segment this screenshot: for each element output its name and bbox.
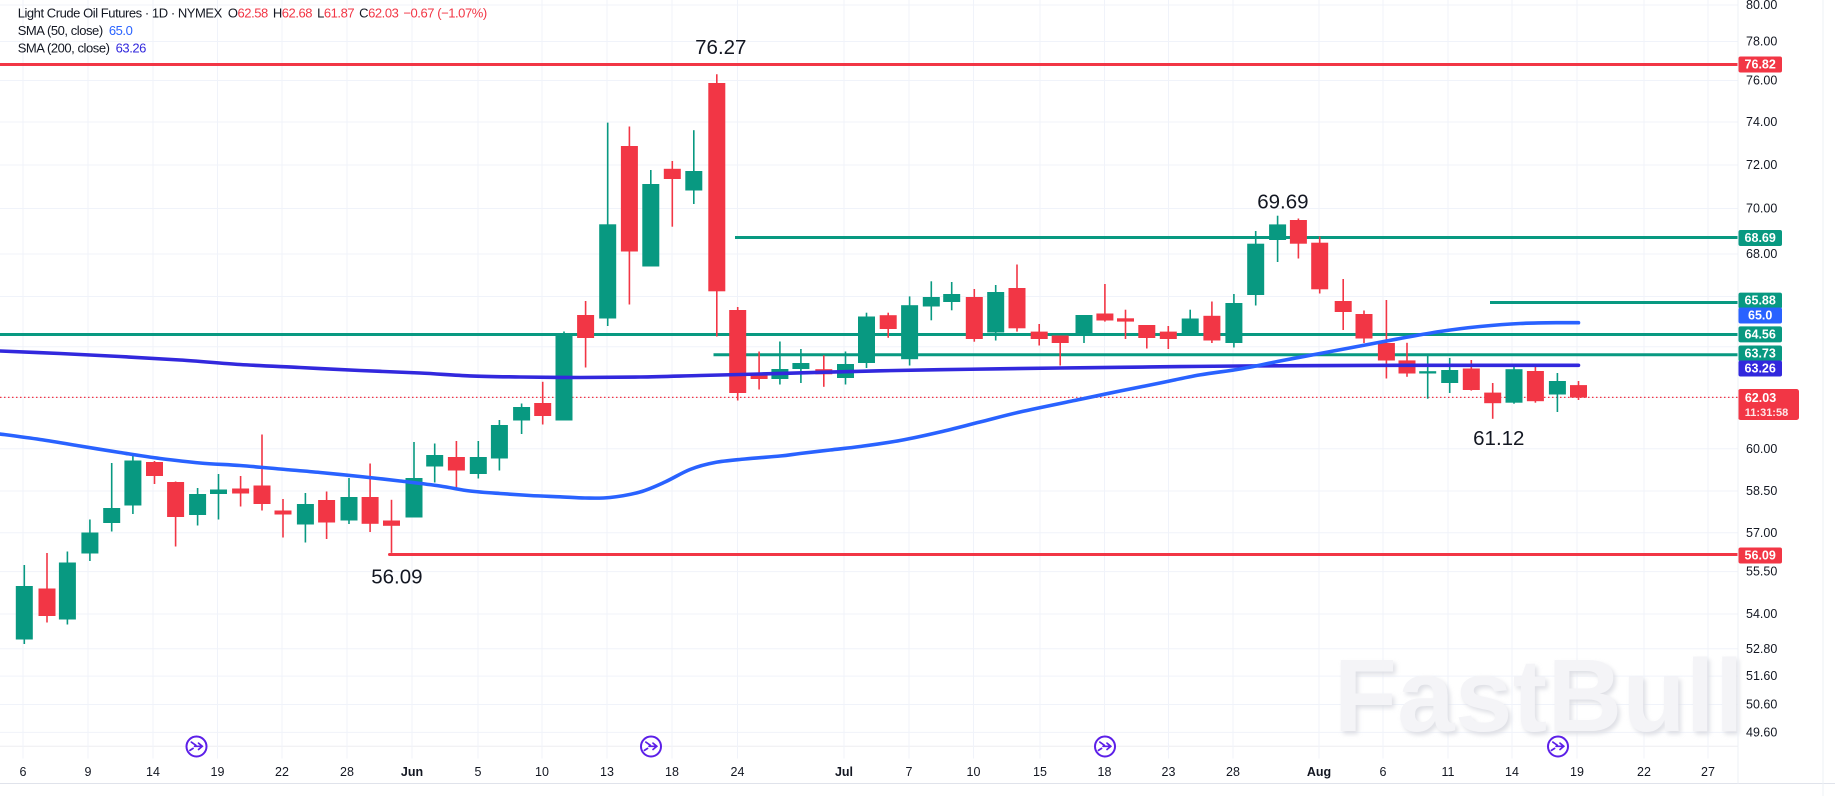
svg-text:55.50: 55.50 [1746, 565, 1777, 579]
svg-text:52.80: 52.80 [1746, 642, 1777, 656]
svg-text:80.00: 80.00 [1746, 0, 1777, 12]
svg-text:23: 23 [1162, 765, 1176, 779]
svg-text:5: 5 [475, 765, 482, 779]
svg-text:68.00: 68.00 [1746, 247, 1777, 261]
svg-text:10: 10 [967, 765, 981, 779]
svg-text:15: 15 [1033, 765, 1047, 779]
svg-text:57.00: 57.00 [1746, 526, 1777, 540]
svg-text:76.82: 76.82 [1745, 58, 1776, 72]
svg-text:10: 10 [535, 765, 549, 779]
svg-text:11:31:58: 11:31:58 [1745, 407, 1788, 419]
svg-text:22: 22 [275, 765, 289, 779]
svg-text:FastBull: FastBull [1334, 638, 1744, 753]
svg-text:Jun: Jun [401, 765, 423, 779]
svg-text:28: 28 [1226, 765, 1240, 779]
svg-text:76.27: 76.27 [695, 36, 746, 59]
svg-text:65.0: 65.0 [1748, 309, 1772, 323]
svg-text:72.00: 72.00 [1746, 158, 1777, 172]
svg-text:27: 27 [1701, 765, 1715, 779]
svg-text:54.00: 54.00 [1746, 607, 1777, 621]
svg-text:64.56: 64.56 [1745, 327, 1776, 341]
svg-text:62.03: 62.03 [1745, 391, 1776, 405]
svg-text:60.00: 60.00 [1746, 442, 1777, 456]
svg-text:6: 6 [1380, 765, 1387, 779]
svg-text:49.60: 49.60 [1746, 725, 1777, 739]
svg-text:68.69: 68.69 [1745, 231, 1776, 245]
svg-text:65.88: 65.88 [1745, 294, 1776, 308]
svg-text:19: 19 [211, 765, 225, 779]
svg-text:58.50: 58.50 [1746, 484, 1777, 498]
svg-text:56.09: 56.09 [371, 566, 422, 589]
svg-text:24: 24 [731, 765, 745, 779]
svg-text:13: 13 [600, 765, 614, 779]
svg-text:9: 9 [85, 765, 92, 779]
svg-text:19: 19 [1570, 765, 1584, 779]
svg-text:50.60: 50.60 [1746, 698, 1777, 712]
svg-text:SMA (200, close) 63.26: SMA (200, close) 63.26 [18, 40, 146, 55]
svg-text:28: 28 [340, 765, 354, 779]
svg-text:78.00: 78.00 [1746, 35, 1777, 49]
svg-text:Jul: Jul [835, 765, 853, 779]
svg-text:18: 18 [1098, 765, 1112, 779]
svg-text:Light Crude Oil Futures · 1D ·: Light Crude Oil Futures · 1D · NYMEX O62.… [18, 6, 487, 21]
svg-text:74.00: 74.00 [1746, 115, 1777, 129]
svg-text:61.12: 61.12 [1473, 427, 1524, 450]
svg-text:14: 14 [1505, 765, 1519, 779]
svg-text:70.00: 70.00 [1746, 202, 1777, 216]
svg-text:7: 7 [906, 765, 913, 779]
svg-text:63.73: 63.73 [1745, 347, 1776, 361]
svg-text:18: 18 [665, 765, 679, 779]
svg-text:63.26: 63.26 [1745, 362, 1776, 376]
svg-text:Aug: Aug [1307, 765, 1331, 779]
svg-text:11: 11 [1442, 765, 1455, 779]
svg-text:22: 22 [1637, 765, 1651, 779]
svg-text:6: 6 [20, 765, 27, 779]
svg-text:SMA (50, close) 65.0: SMA (50, close) 65.0 [18, 23, 133, 38]
svg-text:56.09: 56.09 [1745, 549, 1776, 563]
svg-text:76.00: 76.00 [1746, 74, 1777, 88]
svg-text:51.60: 51.60 [1746, 669, 1777, 683]
svg-text:69.69: 69.69 [1257, 191, 1308, 214]
svg-text:14: 14 [146, 765, 160, 779]
